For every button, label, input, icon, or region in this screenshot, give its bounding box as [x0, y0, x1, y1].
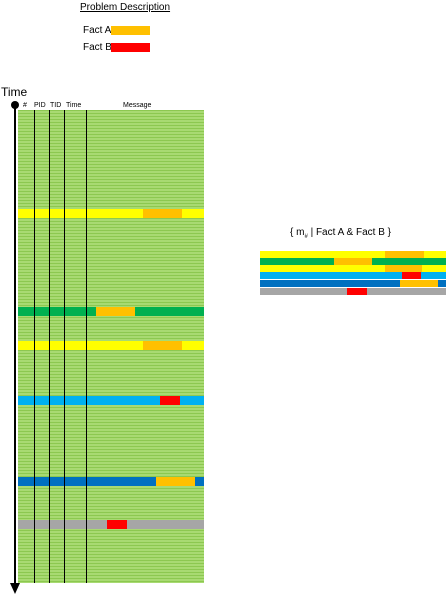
result-set-title: { m# | Fact A & Fact B } [290, 227, 391, 240]
result-row-cyan [260, 272, 446, 279]
column-header-message: Message [123, 102, 152, 109]
log-row-cyan-fact-b [18, 396, 204, 405]
fact-a-marker [143, 209, 182, 218]
column-divider [64, 110, 65, 583]
log-row-yellow-fact-a-2 [18, 341, 204, 350]
column-header-pid: PID [34, 102, 46, 109]
fact-b-marker [107, 520, 127, 529]
log-row-blue-fact-a [18, 477, 204, 486]
result-set-title-subscript: # [304, 234, 308, 240]
result-row-green [260, 258, 446, 265]
column-divider [34, 110, 35, 583]
result-row-yellow-2 [260, 265, 446, 272]
fact-b-swatch [111, 43, 150, 52]
fact-a-marker [143, 341, 182, 350]
time-axis-arrowhead [10, 583, 20, 594]
column-header-number: # [23, 102, 27, 109]
log-row-gray-fact-b [18, 520, 204, 529]
column-divider [86, 110, 87, 583]
column-header-time: Time [66, 102, 82, 109]
fact-b-marker [347, 288, 367, 295]
fact-b-label: Fact B: [83, 42, 115, 53]
fact-a-marker [156, 477, 195, 486]
log-row-green-fact-a [18, 307, 204, 316]
result-set-title-prefix: { m [290, 227, 305, 238]
result-row-gray [260, 288, 446, 295]
time-axis-arrow [10, 101, 20, 594]
fact-a-swatch [111, 26, 150, 35]
fact-a-label: Fact A: [83, 25, 115, 36]
fact-a-marker [400, 280, 438, 287]
result-row-yellow-1 [260, 251, 446, 258]
fact-b-marker [160, 396, 180, 405]
fact-b-marker [402, 272, 421, 279]
fact-a-marker [385, 251, 424, 258]
column-divider [49, 110, 50, 583]
fact-a-marker [96, 307, 135, 316]
time-axis-label: Time [1, 85, 28, 99]
fact-a-marker [385, 265, 422, 272]
result-set-title-suffix: | Fact A & Fact B } [307, 227, 391, 238]
column-header-tid: TID [50, 102, 62, 109]
legend-title: Problem Description [80, 2, 171, 13]
log-row-yellow-fact-a-1 [18, 209, 204, 218]
fact-a-marker [334, 258, 372, 265]
result-row-blue [260, 280, 446, 287]
